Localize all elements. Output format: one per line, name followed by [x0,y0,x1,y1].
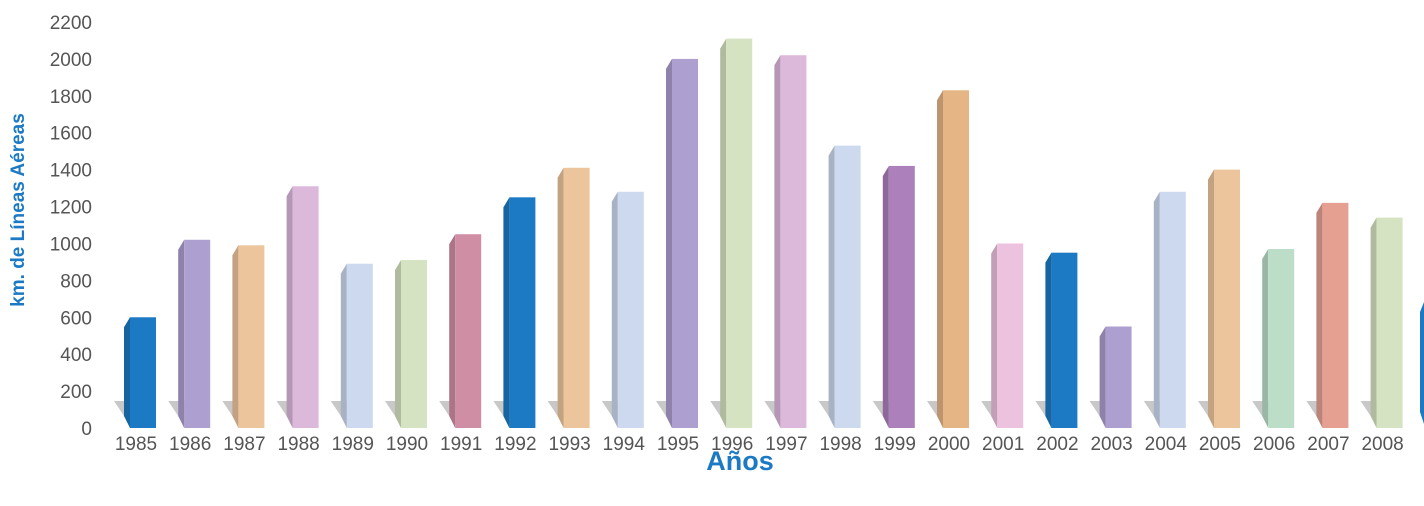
x-tick-label: 1998 [819,434,861,455]
bars [124,38,1403,429]
y-tick-label: 2000 [50,50,92,71]
bar-side [720,38,727,428]
x-tick-label: 1985 [115,434,157,455]
y-axis-label: km. de Líneas Aéreas [8,113,29,307]
bar-side [286,186,293,428]
x-tick-label: 1990 [386,434,428,455]
x-axis-ticks: 1985 1986 1987 1988 1989 1990 1991 1992 1993 1994… [115,434,1404,455]
bar [780,55,807,429]
y-tick-label: 800 [60,271,92,292]
bar [238,245,265,428]
bar [455,234,482,428]
bar [1268,248,1295,428]
y-tick-label: 1800 [50,87,92,108]
bar [726,38,753,428]
bar [1159,191,1186,428]
bar [834,145,861,429]
bar-side [395,260,401,428]
bar-side [1153,191,1160,428]
bar [888,165,915,429]
bar-side [1208,169,1214,429]
y-tick-label: 1600 [50,124,92,145]
partial-bar-edge [1420,302,1424,424]
y-tick-label: 1200 [50,198,92,219]
y-tick-label: 0 [81,419,92,440]
bar [1376,217,1403,428]
bar [184,239,211,428]
x-tick-label: 2000 [928,434,970,455]
x-tick-label: 1991 [440,434,482,455]
x-tick-label: 1996 [711,434,753,455]
bar-side [503,197,510,428]
x-tick-label: 2005 [1199,434,1241,455]
bar-side [882,165,889,429]
bar [401,260,427,428]
x-tick-label: 1994 [603,434,646,455]
bar [1322,202,1349,428]
bar [1214,169,1240,429]
bar-side [828,145,835,429]
x-tick-label: 2003 [1090,434,1132,455]
bar-side [1099,326,1106,428]
bar-side [991,243,998,428]
x-tick-label: 1995 [657,434,699,455]
bar-side [1045,252,1052,428]
bar-side [449,234,456,428]
x-tick-label: 1986 [169,434,211,455]
x-axis-label: Años [706,446,774,476]
bar-side [557,167,564,429]
x-tick-label: 1993 [548,434,590,455]
bar-side [1370,217,1377,428]
bar [1051,252,1078,428]
x-tick-label: 2004 [1145,434,1188,455]
y-tick-label: 400 [60,345,92,366]
y-axis-ticks: 0 200 400 600 800 1000 1200 1400 1600 1800 2000 220… [50,13,92,440]
bar [617,191,644,428]
bar [130,317,156,428]
bar [1105,326,1132,428]
bar-side [774,55,781,429]
bar [943,90,969,429]
bar-side [124,317,130,428]
x-tick-label: 1988 [277,434,319,455]
x-tick-label: 2007 [1307,434,1349,455]
bar [292,186,319,428]
x-tick-label: 1992 [494,434,536,455]
bar [997,243,1024,428]
bar-side [937,90,943,429]
x-tick-label: 1999 [874,434,916,455]
x-tick-label: 2001 [982,434,1024,455]
bar-side [666,58,672,429]
bar-side [178,239,185,428]
bar-side [340,263,347,428]
x-tick-label: 2006 [1253,434,1295,455]
bar [563,167,590,429]
bar-side [611,191,618,428]
y-tick-label: 1400 [50,161,92,182]
y-tick-label: 1000 [50,234,92,255]
x-tick-label: 2002 [1036,434,1078,455]
x-tick-label: 1989 [332,434,374,455]
bar [672,58,698,429]
y-tick-label: 600 [60,308,92,329]
bar-side [1316,202,1323,428]
bar-side [232,245,239,428]
bar [509,197,536,428]
x-tick-label: 1987 [223,434,265,455]
y-tick-label: 2200 [50,13,92,34]
bar [346,263,373,428]
bar-side [1262,248,1269,428]
x-tick-label: 1997 [765,434,807,455]
x-tick-label: 2008 [1361,434,1403,455]
y-tick-label: 200 [60,382,92,403]
